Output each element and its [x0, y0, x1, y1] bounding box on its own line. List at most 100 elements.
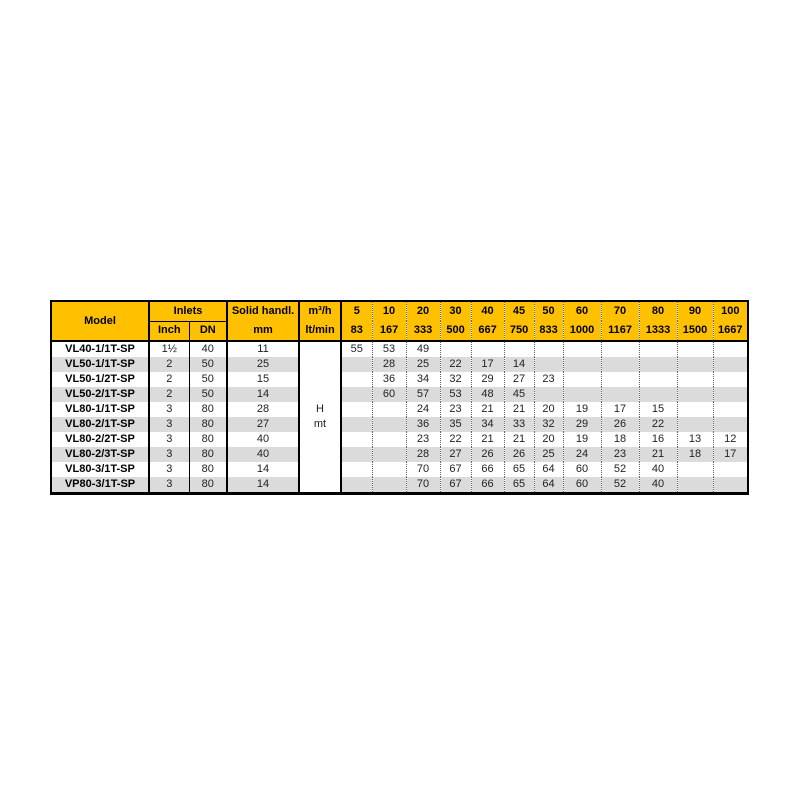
flow-value-cell [677, 357, 714, 372]
flow-column-header-10: 10 167 [372, 301, 407, 342]
flow-value-cell: 18 [677, 447, 714, 462]
flow-value-cell [677, 417, 714, 432]
flow-value-cell [601, 341, 640, 357]
flow-value-cell: 29 [563, 417, 602, 432]
flow-value-cell: 70 [406, 462, 441, 477]
flow-value-cell: 65 [504, 462, 535, 477]
flow-value-cell: 28 [372, 357, 407, 372]
flow-value-cell: 66 [471, 477, 505, 494]
flow-value-cell [713, 402, 748, 417]
table-row: VL80-2/3T-SP 3 80 40 28 27 26 26 25 24 23 21 18 17 [51, 447, 749, 462]
flow-value-cell: 26 [504, 447, 535, 462]
dn-cell: 80 [189, 447, 229, 462]
flow-column-header-5: 5 83 [341, 301, 373, 342]
flow-value-cell [677, 402, 714, 417]
flow-value-cell: 55 [341, 341, 373, 357]
flow-value-cell [372, 462, 407, 477]
flow-value-cell: 27 [504, 372, 535, 387]
dn-cell: 80 [189, 477, 229, 494]
model-cell: VP80-3/1T-SP [51, 477, 150, 494]
model-column-header: Model [51, 301, 150, 342]
flow-value-cell: 57 [406, 387, 441, 402]
flow-value-cell: 67 [440, 462, 472, 477]
flow-value-cell: 23 [601, 447, 640, 462]
flow-value-cell [372, 417, 407, 432]
inch-cell: 3 [149, 462, 190, 477]
table-row: VP80-3/1T-SP 3 80 14 70 67 66 65 64 60 52 40 [51, 477, 749, 494]
flow-value-cell: 23 [440, 402, 472, 417]
flow-value-cell: 48 [471, 387, 505, 402]
flow-value-cell [639, 357, 678, 372]
flow-value-cell: 28 [406, 447, 441, 462]
flow-value-cell: 21 [639, 447, 678, 462]
flow-value-cell [471, 341, 505, 357]
flow-value-cell [341, 387, 373, 402]
inch-cell: 2 [149, 372, 190, 387]
flow-value-cell: 45 [504, 387, 535, 402]
flow-value-cell: 34 [471, 417, 505, 432]
solid-handling-cell: 11 [227, 341, 301, 357]
inch-cell: 3 [149, 402, 190, 417]
flow-value-cell [372, 447, 407, 462]
solid-handling-cell: 40 [227, 432, 301, 447]
dn-cell: 50 [189, 372, 229, 387]
flow-value-cell: 20 [534, 432, 564, 447]
inch-cell: 1½ [149, 341, 190, 357]
flow-value-cell [372, 477, 407, 494]
flow-value-cell: 70 [406, 477, 441, 494]
inch-cell: 3 [149, 417, 190, 432]
inch-cell: 3 [149, 447, 190, 462]
flow-column-header-30: 30 500 [440, 301, 472, 342]
flow-value-cell: 52 [601, 462, 640, 477]
flow-value-cell: 19 [563, 432, 602, 447]
inch-cell: 2 [149, 357, 190, 372]
model-cell: VL80-2/1T-SP [51, 417, 150, 432]
flow-value-cell: 25 [406, 357, 441, 372]
flow-value-cell [563, 357, 602, 372]
flow-value-cell: 27 [440, 447, 472, 462]
table-row: VL50-1/1T-SP 2 50 25 28 25 22 17 14 [51, 357, 749, 372]
flow-column-header-90: 90 1500 [677, 301, 714, 342]
flow-value-cell [677, 477, 714, 494]
table-header: Model Inlets Solid handl. mm m³/h lt/min… [51, 301, 749, 342]
flow-value-cell: 26 [601, 417, 640, 432]
flow-value-cell [534, 341, 564, 357]
flow-value-cell: 23 [406, 432, 441, 447]
flow-unit-column-header: m³/h lt/min [299, 301, 343, 342]
flow-value-cell: 19 [563, 402, 602, 417]
flow-value-cell: 36 [406, 417, 441, 432]
flow-value-cell [504, 341, 535, 357]
flow-column-header-40: 40 667 [471, 301, 505, 342]
flow-value-cell: 22 [440, 432, 472, 447]
solid-handling-cell: 27 [227, 417, 301, 432]
flow-value-cell: 26 [471, 447, 505, 462]
flow-value-cell [341, 372, 373, 387]
flow-value-cell [713, 357, 748, 372]
flow-value-cell: 33 [504, 417, 535, 432]
flow-value-cell: 60 [372, 387, 407, 402]
model-cell: VL50-1/1T-SP [51, 357, 150, 372]
flow-value-cell [677, 341, 714, 357]
flow-value-cell: 22 [639, 417, 678, 432]
flow-value-cell: 60 [563, 462, 602, 477]
flow-value-cell: 40 [639, 462, 678, 477]
flow-value-cell: 15 [639, 402, 678, 417]
dn-cell: 80 [189, 462, 229, 477]
flow-value-cell: 16 [639, 432, 678, 447]
flow-column-header-70: 70 1167 [601, 301, 640, 342]
solid-handling-cell: 25 [227, 357, 301, 372]
flow-value-cell: 21 [504, 402, 535, 417]
flow-value-cell [601, 372, 640, 387]
dn-cell: 80 [189, 402, 229, 417]
flow-value-cell: 29 [471, 372, 505, 387]
solid-handling-cell: 28 [227, 402, 301, 417]
inch-cell: 2 [149, 387, 190, 402]
flow-value-cell [713, 462, 748, 477]
flow-value-cell [341, 462, 373, 477]
flow-value-cell: 64 [534, 462, 564, 477]
dn-cell: 80 [189, 432, 229, 447]
model-cell: VL40-1/1T-SP [51, 341, 150, 357]
table-row: VL80-2/1T-SP 3 80 27 36 35 34 33 32 29 26 22 [51, 417, 749, 432]
inlets-group-header: Inlets [149, 301, 229, 322]
